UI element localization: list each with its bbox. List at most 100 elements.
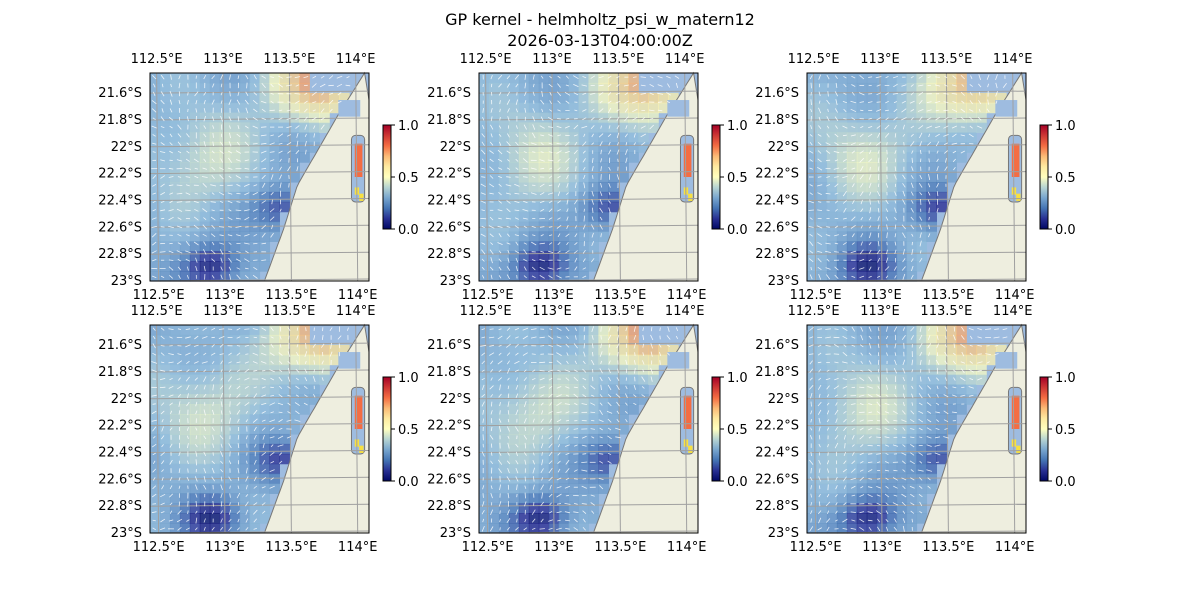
quiver-arrow (212, 141, 214, 147)
heatmap-cell (558, 122, 570, 134)
heatmap-cell (488, 404, 500, 415)
quiver-arrow (894, 166, 897, 172)
quiver-arrow (547, 250, 554, 253)
heatmap-cell (906, 251, 918, 262)
quiver-arrow (893, 485, 898, 489)
quiver-arrow (195, 257, 198, 263)
quiver-arrow (549, 418, 552, 423)
heatmap-cell (926, 73, 937, 84)
quiver-arrow (490, 452, 493, 456)
heatmap-cell (826, 162, 838, 173)
heatmap-cell (846, 493, 858, 504)
quiver-arrow (573, 92, 579, 96)
heatmap-cell (319, 354, 330, 366)
quiver-arrow (834, 377, 839, 381)
quiver-arrow (893, 518, 897, 523)
quiver-arrow (160, 493, 166, 498)
heatmap-cell (518, 344, 530, 356)
quiver-arrow (599, 460, 604, 464)
heatmap-cell (189, 463, 201, 475)
quiver-arrow (825, 267, 831, 270)
heatmap-cell (836, 344, 848, 356)
heatmap-cell (189, 241, 201, 252)
quiver-arrow (582, 385, 586, 390)
quiver-arrow (228, 518, 232, 523)
heatmap-cell (598, 473, 609, 485)
heatmap-cell (209, 73, 221, 84)
quiver-arrow (994, 345, 999, 347)
quiver-arrow (944, 142, 948, 145)
heatmap-cell (159, 82, 171, 94)
heatmap-cell (150, 191, 161, 203)
quiver-arrow (152, 117, 156, 121)
lat-tick-label: 21.6°S (755, 86, 799, 101)
quiver-arrow (186, 369, 190, 373)
quiver-arrow (556, 150, 562, 154)
quiver-arrow (506, 99, 511, 105)
quiver-arrow (850, 134, 856, 137)
quiver-arrow (834, 133, 839, 138)
heatmap-cell (896, 414, 908, 425)
quiver-arrow (246, 82, 248, 89)
lat-tick-label: 22.4°S (427, 446, 471, 461)
quiver-arrow (507, 257, 510, 263)
heatmap-cell (956, 354, 967, 366)
quiver-arrow (851, 468, 856, 473)
quiver-arrow (581, 403, 588, 405)
quiver-arrow (590, 117, 595, 121)
quiver-arrow (260, 352, 267, 356)
quiver-arrow (885, 477, 889, 481)
quiver-arrow (547, 369, 554, 372)
quiver-arrow (203, 108, 206, 113)
heatmap-cell (588, 241, 600, 252)
quiver-arrow (818, 426, 821, 432)
lat-tick-label: 22.2°S (755, 167, 799, 182)
quiver-arrow (219, 242, 225, 245)
quiver-arrow (548, 443, 553, 448)
heatmap-cell (608, 172, 619, 183)
quiver-arrow (868, 526, 872, 531)
quiver-arrow (482, 275, 485, 279)
quiver-arrow (835, 125, 838, 129)
heatmap-cell (239, 463, 251, 475)
heatmap-cell (807, 231, 818, 242)
quiver-arrow (482, 116, 485, 121)
quiver-arrow (945, 344, 947, 348)
heatmap-cell (568, 404, 580, 415)
heatmap-cell (199, 191, 211, 203)
quiver-arrow (817, 134, 822, 137)
quiver-arrow (599, 100, 603, 104)
heatmap-cell (528, 181, 540, 193)
heatmap-cell (568, 463, 580, 475)
quiver-arrow (295, 109, 300, 112)
heatmap-cell (916, 414, 928, 425)
quiver-arrow (329, 108, 333, 112)
quiver-arrow (195, 265, 198, 272)
heatmap-cell (588, 354, 600, 366)
quiver-arrow (269, 419, 276, 423)
heatmap-cell (618, 132, 629, 143)
quiver-arrow (978, 74, 981, 81)
quiver-arrow (549, 100, 552, 105)
quiver-arrow (936, 335, 939, 340)
quiver-arrow (244, 192, 250, 196)
heatmap-cell (518, 354, 530, 366)
quiver-arrow (295, 394, 299, 397)
heatmap-cell (866, 523, 878, 534)
quiver-arrow (523, 377, 528, 381)
quiver-arrow (220, 141, 224, 146)
quiver-arrow (808, 258, 814, 263)
quiver-arrow (338, 343, 341, 349)
quiver-arrow (279, 343, 282, 348)
quiver-arrow (927, 199, 931, 205)
quiver-arrow (530, 336, 537, 339)
quiver-arrow (261, 158, 267, 163)
quiver-arrow (851, 485, 856, 489)
quiver-arrow (194, 384, 199, 390)
heatmap-cell (578, 181, 590, 193)
quiver-arrow (498, 377, 502, 381)
lat-tick-label: 22.2°S (98, 167, 142, 182)
quiver-arrow (482, 108, 484, 113)
heatmap-cell (479, 122, 490, 134)
heatmap-cell (876, 211, 888, 223)
